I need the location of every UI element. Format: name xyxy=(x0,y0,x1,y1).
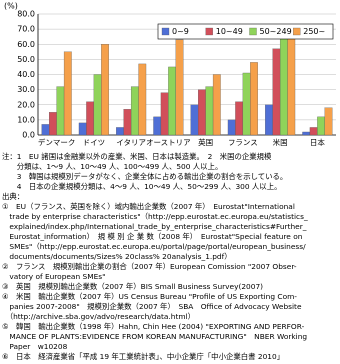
bar xyxy=(86,101,95,136)
note-line: ② フランス 規模別輸出企業の割合（2007 年）European Comiss… xyxy=(2,262,297,271)
bar xyxy=(93,74,102,136)
note-line: vatory of European SMEs" xyxy=(2,272,106,281)
note-line: 注：1 EU 諸国は金融業以外の産業、米国、日本は製造業。 2 米国の企業規模 xyxy=(2,152,272,161)
note-line: Paper w10208 xyxy=(2,342,68,351)
legend-label: 0~9 xyxy=(172,27,189,36)
notes: 注：1 EU 諸国は金融業以外の産業、米国、日本は製造業。 2 米国の企業規模 … xyxy=(2,152,338,362)
y-axis-label: (%) xyxy=(4,2,18,11)
bar xyxy=(250,62,258,136)
legend-swatch xyxy=(161,27,170,36)
note-line: （http://archive.sba.gov/advo/research/da… xyxy=(2,312,195,321)
bar xyxy=(324,107,333,136)
note-line: ③ 英国 規模別輸出企業数（2007 年）BIS Small Business … xyxy=(2,282,264,291)
y-tick-label: 80.0 xyxy=(17,10,35,19)
note-line: 4 日本の企業規模分類は、4～9 人、10～49 人、50～299 人、300 … xyxy=(2,182,282,191)
bar xyxy=(63,51,72,136)
bar xyxy=(130,86,139,136)
y-tick-label: 40.0 xyxy=(17,70,35,79)
bar xyxy=(168,66,176,136)
bar xyxy=(235,101,244,136)
bar xyxy=(175,39,184,136)
bar xyxy=(212,74,221,136)
legend-swatch xyxy=(249,27,257,36)
x-tick-label: イタリア xyxy=(116,138,146,147)
note-line: SMEs"（http://epp.eurostat.ec.europa.eu/p… xyxy=(2,242,306,251)
note-line: panies 2007-2008" 規模別企業数（2007 年） SBA Off… xyxy=(2,302,302,311)
bar xyxy=(272,48,281,136)
note-line: ① EU（フランス、英国を除く）域内輸出企業数（2007 年） Eurostat… xyxy=(2,202,295,211)
bar xyxy=(242,72,251,136)
x-tick-label: オーストリア xyxy=(146,138,191,147)
legend-label: 250~ xyxy=(303,27,325,36)
x-tick-label: デンマーク xyxy=(38,137,76,147)
legend-box xyxy=(157,23,334,40)
bar xyxy=(56,86,65,136)
bar xyxy=(302,131,311,136)
chart: (%) 0.0 10.0 20.0 30.0 40.0 50.0 60.0 70.0 80.0 デ… xyxy=(4,2,336,147)
note-line: documents/documents/Sizes% 20class% 20an… xyxy=(2,252,232,261)
x-tick-label: 米国 xyxy=(273,137,288,147)
note-line: ⑥ 日本 経済産業省「平成 19 年工業統計表」、中小企業庁「中小企業白書 20… xyxy=(2,352,285,361)
bar xyxy=(138,63,147,136)
bar xyxy=(153,116,162,136)
note-line: trade by enterprise characteristics"（htt… xyxy=(2,212,308,221)
x-tick-label: フランス xyxy=(228,138,258,147)
y-tick-label: 50.0 xyxy=(17,55,35,64)
bar xyxy=(160,92,169,136)
note-line: 出典： xyxy=(2,192,25,201)
bar xyxy=(116,127,124,136)
bar xyxy=(78,122,87,136)
note-line: explained/index.php/International_trade_… xyxy=(2,222,307,231)
y-tick-label: 30.0 xyxy=(17,85,35,94)
bar xyxy=(49,112,57,136)
legend-swatch xyxy=(293,27,301,36)
bar xyxy=(227,119,236,136)
x-tick-label: ドイツ xyxy=(83,138,106,147)
bar xyxy=(317,116,325,136)
bar xyxy=(309,127,318,136)
bar xyxy=(198,89,206,136)
note-line: ④ 米国 輸出企業数（2007 年）US Census Bureau "Prof… xyxy=(2,292,297,301)
legend-label: 50~249 xyxy=(260,27,292,36)
y-tick-label: 0.0 xyxy=(22,131,35,140)
bar xyxy=(41,124,50,136)
note-line: 分類は、1～9 人、10～49 人、100～499 人、500 人以上。 xyxy=(2,162,223,171)
bar xyxy=(287,27,296,136)
bar xyxy=(190,104,199,136)
legend-swatch xyxy=(205,27,213,36)
x-tick-label: 英国 xyxy=(198,137,213,147)
note-line: MANCE OF PLANTS:EVIDENCE FROM KOREAN MAN… xyxy=(2,332,308,341)
legend-label: 10~49 xyxy=(216,27,243,36)
y-tick-label: 60.0 xyxy=(17,40,35,49)
bar xyxy=(123,109,132,136)
y-tick-label: 10.0 xyxy=(17,115,35,124)
bar xyxy=(279,30,288,136)
note-line: Eurostat_information） 規 模 別 企 業 数（2008 年… xyxy=(2,232,303,241)
bar xyxy=(205,86,214,136)
bar xyxy=(265,104,273,136)
note-line: 3 韓国は規模別データがなく、企業全体に占める輸出企業の割合を示している。 xyxy=(2,172,288,181)
x-tick-label: 日本 xyxy=(310,137,325,147)
y-tick-label: 20.0 xyxy=(17,100,35,109)
note-line: ⑤ 韓国 輸出企業数（1998 年）Hahn, Chin Hee (2004) … xyxy=(2,322,305,331)
y-tick-label: 70.0 xyxy=(17,25,35,34)
bar xyxy=(101,44,109,136)
